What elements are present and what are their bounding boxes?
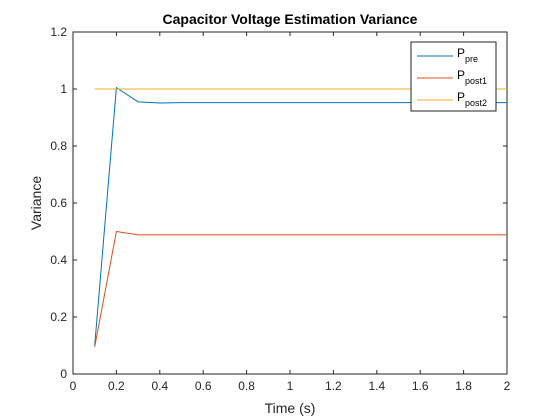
x-tick-label: 1.2 xyxy=(325,379,342,393)
y-tick-label: 0.4 xyxy=(50,253,67,267)
x-tick-label: 0.8 xyxy=(238,379,255,393)
y-tick-label: 0.2 xyxy=(50,310,67,324)
y-tick-label: 0.8 xyxy=(50,139,67,153)
x-tick-label: 1.8 xyxy=(455,379,472,393)
x-axis-label: Time (s) xyxy=(265,400,316,416)
chart-title: Capacitor Voltage Estimation Variance xyxy=(163,11,418,27)
x-tick-label: 0.2 xyxy=(108,379,125,393)
legend-box xyxy=(410,41,497,112)
x-tick-label: 1.6 xyxy=(412,379,429,393)
x-tick-label: 0.6 xyxy=(195,379,212,393)
x-tick-label: 1.4 xyxy=(368,379,385,393)
x-tick-label: 2 xyxy=(504,379,511,393)
legend-entry: Ppre xyxy=(457,46,478,64)
legend: Ppre Ppost1 Ppost2 xyxy=(410,41,497,112)
y-tick-label: 1.2 xyxy=(50,25,67,39)
x-tick-label: 0.4 xyxy=(151,379,168,393)
y-axis-label: Variance xyxy=(28,176,44,230)
x-tick-label: 0 xyxy=(70,379,77,393)
legend-entry: Ppost2 xyxy=(457,90,487,108)
x-tick-label: 1 xyxy=(287,379,294,393)
legend-entry: Ppost1 xyxy=(457,68,487,86)
y-tick-label: 0 xyxy=(60,367,67,381)
y-tick-label: 0.6 xyxy=(50,196,67,210)
series-line-p-post1 xyxy=(94,230,507,348)
y-tick-label: 1 xyxy=(60,82,67,96)
